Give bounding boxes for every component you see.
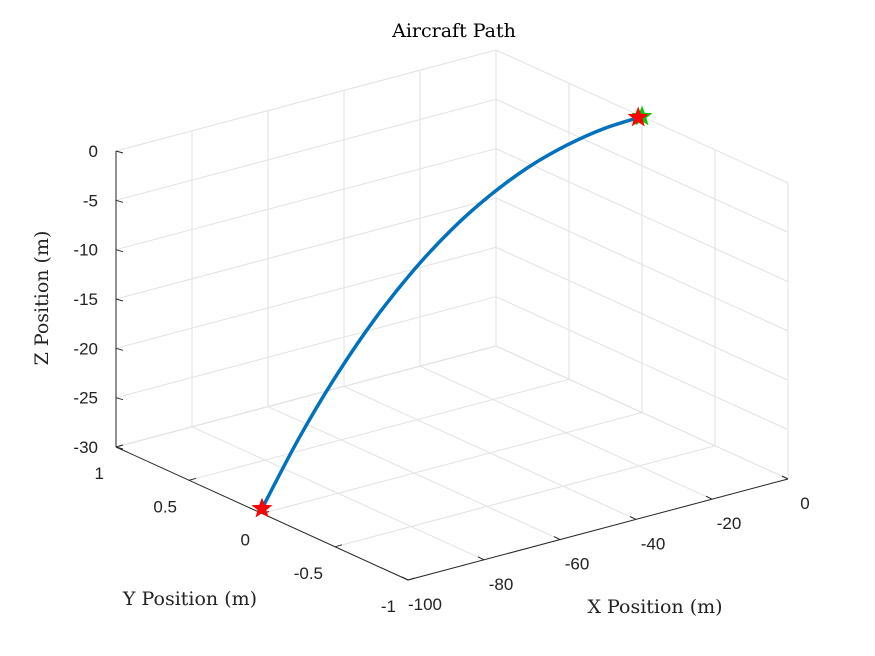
x-tick-label: -60 (565, 555, 590, 574)
y-axis-label: Y Position (m) (122, 588, 257, 610)
z-tick-mark (115, 347, 124, 351)
x-tick-mark (781, 475, 789, 480)
y-tick-label: -1 (381, 597, 396, 616)
z-tick-label: -5 (83, 191, 98, 210)
gridline (495, 148, 789, 283)
gridline (188, 378, 570, 481)
gridline (115, 197, 497, 300)
x-tick-mark (705, 495, 713, 500)
axes (115, 150, 789, 581)
x-axis-label: X Position (m) (587, 596, 722, 618)
gridline (495, 246, 789, 381)
x-tick-mark (477, 556, 485, 561)
x-tick-label: -80 (489, 575, 514, 594)
x-tick-label: -40 (641, 534, 666, 553)
series (260, 114, 644, 511)
x-tick-label: -100 (408, 595, 442, 614)
z-tick-label: 0 (89, 142, 98, 161)
z-tick-mark (115, 446, 124, 450)
z-tick-mark (115, 249, 124, 253)
star-marker-red (627, 106, 649, 127)
z-tick-label: -20 (73, 339, 98, 358)
z-axis-label: Z Position (m) (31, 231, 53, 366)
z-tick-mark (115, 199, 124, 203)
flight-path-line (260, 114, 644, 511)
gridline (115, 296, 497, 399)
gridline (495, 345, 789, 480)
y-tick-mark (334, 544, 343, 548)
gridline (115, 148, 497, 251)
y-tick-label: -0.5 (294, 564, 323, 583)
gridline (334, 445, 716, 548)
y-tick-mark (115, 444, 124, 448)
x-tick-label: -20 (717, 514, 742, 533)
markers (251, 105, 653, 518)
z-tick-label: -10 (73, 241, 98, 260)
z-tick-label: -15 (73, 290, 98, 309)
gridline (115, 246, 497, 349)
gridline (495, 197, 789, 332)
z-tick-mark (115, 397, 124, 401)
y-tick-mark (188, 477, 197, 481)
y-tick-label: 0.5 (153, 497, 177, 516)
gridline (115, 345, 497, 448)
y-tick-mark (407, 577, 416, 581)
gridline (261, 412, 643, 514)
x-tick-mark (629, 515, 637, 520)
gridline (115, 49, 497, 152)
y-tick-label: 0 (241, 531, 250, 550)
gridline (495, 296, 789, 431)
x-axis-line (407, 478, 789, 581)
x-tick-mark (401, 576, 409, 581)
y-tick-label: 1 (95, 464, 104, 483)
z-tick-label: -25 (73, 389, 98, 408)
tick-labels: -100-80-60-40-200-1-0.500.51-30-25-20-15… (73, 142, 809, 616)
gridline (495, 98, 789, 233)
star-marker-red (251, 497, 273, 518)
z-tick-mark (115, 150, 124, 154)
z-tick-mark (115, 298, 124, 302)
x-tick-mark (553, 536, 561, 541)
z-tick-label: -30 (73, 438, 98, 457)
gridline (115, 98, 497, 201)
grid (115, 49, 789, 581)
x-tick-label: 0 (800, 494, 809, 513)
chart-title: Aircraft Path (391, 20, 516, 42)
